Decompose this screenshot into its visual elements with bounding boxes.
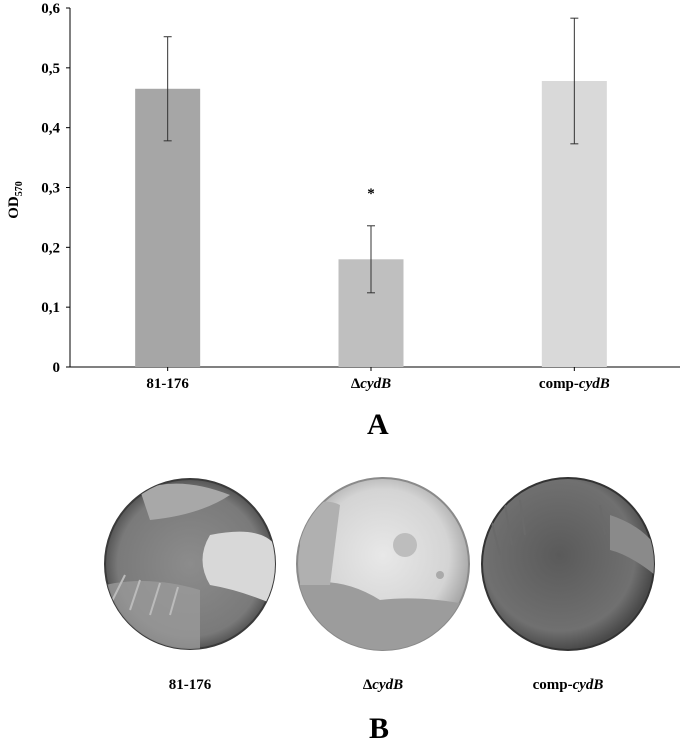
plate-images (104, 477, 655, 651)
plate-81-176 (104, 478, 276, 650)
y-tick-label: 0,2 (41, 240, 60, 256)
plate-comp-cydB (481, 477, 655, 651)
y-tick-label: 0,1 (41, 300, 60, 316)
significance-asterisk: * (367, 186, 375, 202)
x-tick-label-3: comp-cydB (539, 376, 610, 392)
plate-cydB (296, 477, 470, 651)
plate-label-1: 81-176 (168, 677, 212, 693)
plate-label-2: ΔcydB (362, 677, 404, 693)
plate-label-3: comp-cydB (532, 677, 604, 693)
x-tick-label-2: ΔcydB (351, 376, 391, 392)
bar-chart: 0 0,1 0,2 0,3 0,4 0,5 0,6 OD570 81-176 ΔcydB comp-… (6, 1, 680, 392)
y-tick-label: 0 (53, 360, 61, 376)
y-tick-label: 0,4 (41, 121, 60, 137)
y-axis-label: OD570 (6, 181, 25, 219)
y-tick-label: 0,5 (41, 61, 60, 77)
panel-label-a: A (367, 408, 389, 441)
x-tick-label-1: 81-176 (146, 376, 189, 392)
panel-label-b: B (369, 712, 390, 745)
y-tick-label: 0,3 (41, 181, 60, 197)
y-tick-label: 0,6 (41, 1, 60, 17)
